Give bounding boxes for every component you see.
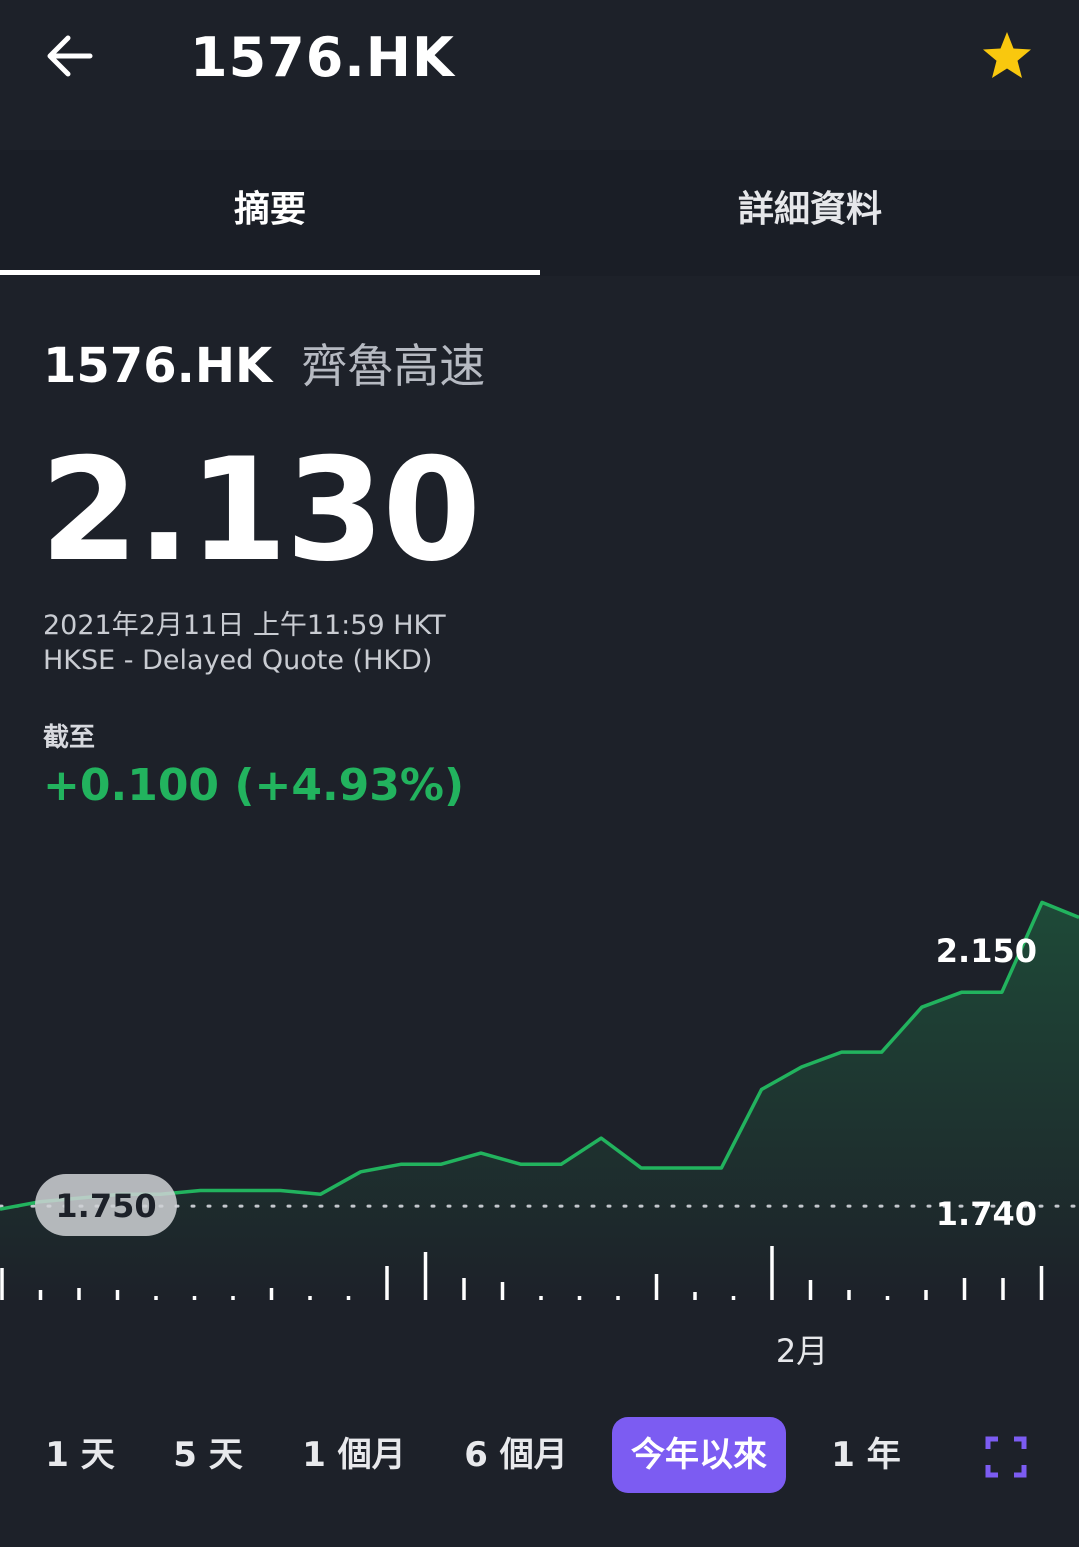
quote-timestamp: 2021年2月11日 上午11:59 HKT <box>43 610 446 641</box>
star-icon <box>983 32 1031 78</box>
current-price: 2.130 <box>40 428 481 593</box>
range-selector: 1 天 5 天 1 個月 6 個月 今年以來 1 年 <box>0 1415 1079 1497</box>
as-of-label: 截至 <box>43 723 96 753</box>
active-tab-indicator <box>0 270 540 275</box>
start-value-pill <box>35 1174 177 1236</box>
range-1d-button[interactable]: 1 天 <box>45 1435 115 1475</box>
top-bar: 1576.HK <box>0 0 1079 130</box>
range-5d-button[interactable]: 5 天 <box>173 1435 243 1475</box>
tab-summary[interactable]: 摘要 <box>233 189 306 230</box>
high-value-label: 2.150 <box>936 932 1037 970</box>
fullscreen-button[interactable] <box>984 1435 1028 1479</box>
back-button[interactable] <box>40 28 100 84</box>
reference-value-label: 1.740 <box>936 1195 1037 1233</box>
chart-area-fill <box>0 902 1079 1300</box>
range-1m-button[interactable]: 1 個月 <box>302 1435 406 1475</box>
stock-symbol: 1576.HK <box>43 338 273 394</box>
favorite-button[interactable] <box>978 28 1036 86</box>
range-1y-button[interactable]: 1 年 <box>831 1435 901 1475</box>
symbol-row: 1576.HK 齊魯高速 <box>43 330 485 396</box>
price-change: +0.100 (+4.93%) <box>43 760 465 811</box>
x-axis-month-label: 2月 <box>776 1332 828 1370</box>
price-line <box>0 900 1079 1211</box>
exchange-info: HKSE - Delayed Quote (HKD) <box>43 645 433 676</box>
company-name: 齊魯高速 <box>301 339 486 393</box>
start-value-label: 1.750 <box>55 1187 156 1225</box>
fullscreen-icon <box>985 1436 1027 1478</box>
arrow-left-icon <box>47 35 93 77</box>
volume-ticks <box>0 1246 1044 1300</box>
page-title: 1576.HK <box>190 26 455 89</box>
range-ytd-button[interactable]: 今年以來 <box>612 1417 786 1493</box>
tab-bar: 摘要 詳細資料 <box>0 150 1079 276</box>
range-6m-button[interactable]: 6 個月 <box>464 1435 568 1475</box>
tab-details[interactable]: 詳細資料 <box>737 189 882 230</box>
